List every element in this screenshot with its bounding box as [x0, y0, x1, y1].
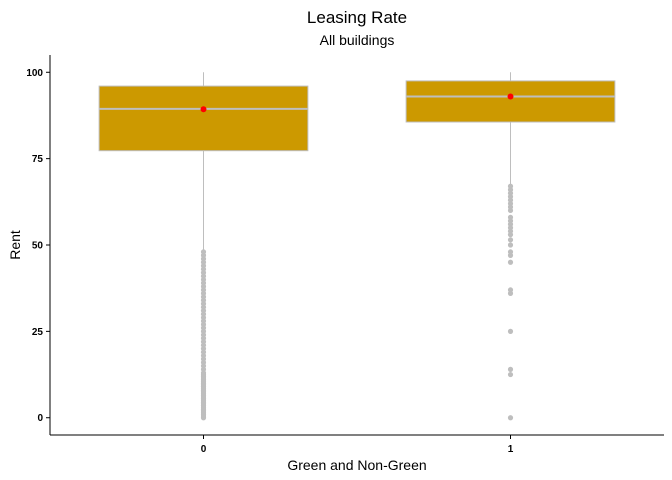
y-tick-label: 0 [37, 413, 43, 424]
mean-point [507, 93, 514, 100]
outlier-point [507, 183, 514, 189]
x-tick-label: 1 [508, 444, 514, 455]
y-axis-title: Rent [7, 230, 23, 260]
y-axis-ticks: 0 25 50 75 100 [26, 68, 50, 424]
y-tick-label: 50 [32, 241, 44, 252]
outlier-point [200, 249, 207, 255]
outlier-point [507, 415, 514, 421]
outlier-point [507, 287, 514, 293]
iqr-box [98, 85, 309, 152]
box-group-0 [98, 72, 309, 421]
outlier-point [507, 237, 514, 243]
chart-subtitle: All buildings [320, 32, 395, 48]
mean-point [200, 106, 207, 113]
plot-area [98, 72, 616, 421]
box-group-1 [405, 72, 616, 421]
outlier-point [507, 328, 514, 334]
outlier-point [507, 366, 514, 372]
chart-title: Leasing Rate [307, 8, 407, 27]
outlier-point [507, 214, 514, 220]
outlier-point [507, 259, 514, 265]
y-tick-label: 25 [32, 327, 44, 338]
x-axis-title: Green and Non-Green [287, 457, 426, 473]
y-tick-label: 100 [26, 68, 43, 79]
outlier-point [507, 249, 514, 255]
outlier-point [507, 242, 514, 248]
outlier-point [507, 371, 514, 378]
y-tick-label: 75 [32, 154, 44, 165]
x-tick-label: 0 [201, 444, 207, 455]
iqr-box [405, 80, 616, 123]
